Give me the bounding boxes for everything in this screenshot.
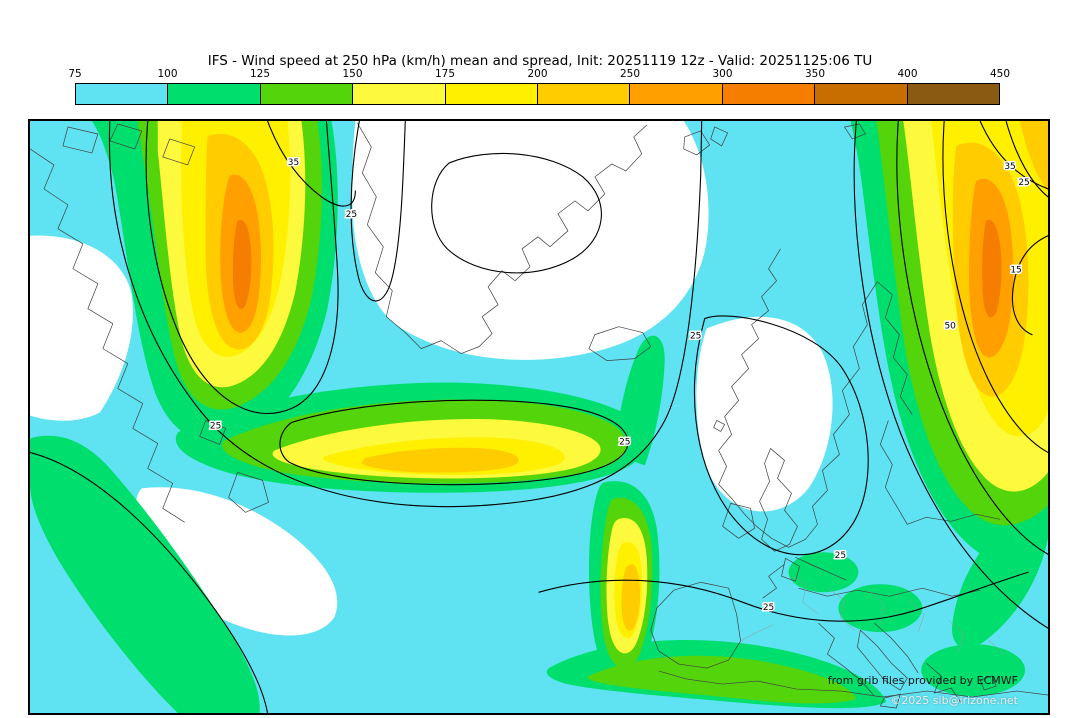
- colorbar-tick-label: 250: [619, 68, 641, 80]
- colorbar-tick-label: 125: [249, 68, 271, 80]
- contour-label: 25: [835, 551, 846, 561]
- denmark-coastline: [781, 557, 800, 582]
- colorbar-segment: [629, 84, 722, 104]
- contour-label: 25: [210, 421, 221, 431]
- colorbar-ticks: 75 100 125 150 175 200 250 300 350 400 450: [68, 68, 1010, 81]
- colorbar-segment: [352, 84, 445, 104]
- colorbar: 75 100 125 150 175 200 250 300 350 400 450: [68, 68, 1010, 105]
- greenland-coastline: [357, 122, 648, 354]
- colorbar-segment: [814, 84, 907, 104]
- colorbar-tick-label: 75: [68, 68, 82, 80]
- coastlines-layer: [30, 122, 1048, 709]
- colorbar-segment: [537, 84, 630, 104]
- country-borders-layer: [740, 576, 1005, 655]
- contour-label: 25: [346, 210, 357, 220]
- italy-coastline: [857, 629, 908, 691]
- page-title: IFS - Wind speed at 250 hPa (km/h) mean …: [207, 53, 873, 69]
- colorbar-tick-label: 450: [989, 68, 1011, 80]
- weather-map: 35 25 25 25 25 50 35 25 15 25 25 from grib files p…: [28, 119, 1050, 715]
- colorbar-segment: [167, 84, 260, 104]
- contour-label: 15: [1010, 266, 1021, 276]
- newfoundland-coastline: [228, 472, 269, 513]
- colorbar-tick-label: 150: [342, 68, 363, 80]
- iceland-coastline: [588, 326, 652, 361]
- canada-coastline: [30, 148, 185, 523]
- colorbar-tick-label: 100: [157, 68, 178, 80]
- north-africa-coastline: [658, 670, 1048, 698]
- colorbar-tick-label: 400: [897, 68, 918, 80]
- contour-label: 35: [288, 158, 299, 168]
- svalbard-coastline: [683, 130, 711, 156]
- france-coastline: [762, 563, 785, 599]
- contour-label: 25: [619, 437, 630, 447]
- colorbar-tick-label: 300: [712, 68, 733, 80]
- ireland-coastline: [722, 503, 755, 539]
- britain-coastline: [759, 448, 798, 552]
- colorbar-tick-label: 200: [527, 68, 548, 80]
- iberia-coastline: [650, 581, 741, 669]
- wind-speed-fill-layer: [30, 121, 1048, 713]
- colorbar-segment: [906, 84, 1000, 104]
- colorbar-segment: [76, 84, 168, 104]
- colorbar-segments: [75, 83, 1000, 105]
- copyright-credit: ©2025 sib@irizone.net: [890, 694, 1018, 707]
- contour-label: 25: [763, 603, 774, 613]
- scandinavia-coastline: [718, 248, 913, 548]
- contour-label: 35: [1004, 162, 1015, 172]
- colorbar-tick-label: 350: [804, 68, 826, 80]
- greece-coastline: [926, 662, 962, 704]
- spread-contours-layer: [30, 121, 1048, 713]
- data-source-credit: from grib files provided by ECMWF: [827, 674, 1018, 687]
- contour-label: 25: [690, 332, 701, 342]
- colorbar-segment: [721, 84, 815, 104]
- colorbar-segment: [444, 84, 538, 104]
- colorbar-tick-label: 175: [434, 68, 456, 80]
- contour-label: 25: [1018, 178, 1029, 188]
- baltic-coastline: [879, 420, 1001, 525]
- colorbar-segment: [259, 84, 353, 104]
- contour-label: 50: [944, 322, 956, 332]
